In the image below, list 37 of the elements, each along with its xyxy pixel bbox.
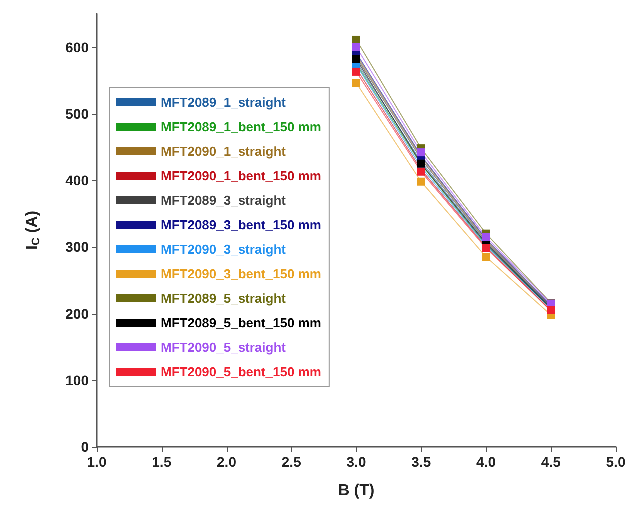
legend-label: MFT2090_3_straight xyxy=(161,242,287,257)
x-tick-label: 1.0 xyxy=(87,454,107,470)
point xyxy=(417,148,426,157)
x-tick-label: 1.5 xyxy=(152,454,172,470)
y-tick-label: 100 xyxy=(66,372,90,388)
y-tick-label: 0 xyxy=(81,439,90,455)
x-axis-title: B (T) xyxy=(338,482,375,500)
legend-label: MFT2090_3_bent_150 mm xyxy=(161,266,322,282)
legend-label: MFT2090_1_bent_150 mm xyxy=(161,168,322,184)
point xyxy=(352,43,360,52)
x-tick-label: 3.5 xyxy=(412,454,432,470)
point xyxy=(352,79,360,88)
point xyxy=(352,36,360,44)
y-tick-label: 500 xyxy=(66,106,90,122)
legend-label: MFT2090_5_straight xyxy=(161,340,287,355)
x-tick-label: 5.0 xyxy=(606,454,626,470)
point xyxy=(482,253,490,262)
y-tick-label: 300 xyxy=(66,239,90,256)
legend-label: MFT2089_1_bent_150 mm xyxy=(161,120,322,134)
legend-label: MFT2089_3_bent_150 mm xyxy=(161,218,322,232)
y-tick-label: 600 xyxy=(66,39,90,56)
legend-label: MFT2089_5_bent_150 mm xyxy=(161,316,322,330)
x-tick-label: 2.5 xyxy=(282,454,302,470)
point xyxy=(417,178,426,186)
y-tick-label: 200 xyxy=(66,306,90,322)
y-axis-title: IC (A) xyxy=(24,210,42,250)
y-tick-label: 400 xyxy=(66,172,90,189)
x-tick-label: 4.0 xyxy=(476,454,496,470)
legend-label: MFT2090_5_bent_150 mm xyxy=(161,364,322,380)
legend-label: MFT2089_5_straight xyxy=(161,291,287,306)
x-tick-label: 2.0 xyxy=(217,454,237,470)
legend-label: MFT2090_1_straight xyxy=(161,144,287,159)
x-tick-label: 3.0 xyxy=(346,454,366,470)
legend-label: MFT2089_1_straight xyxy=(161,95,287,110)
legend-label: MFT2089_3_straight xyxy=(161,193,287,208)
x-tick-label: 4.5 xyxy=(541,454,562,470)
point xyxy=(352,68,360,76)
